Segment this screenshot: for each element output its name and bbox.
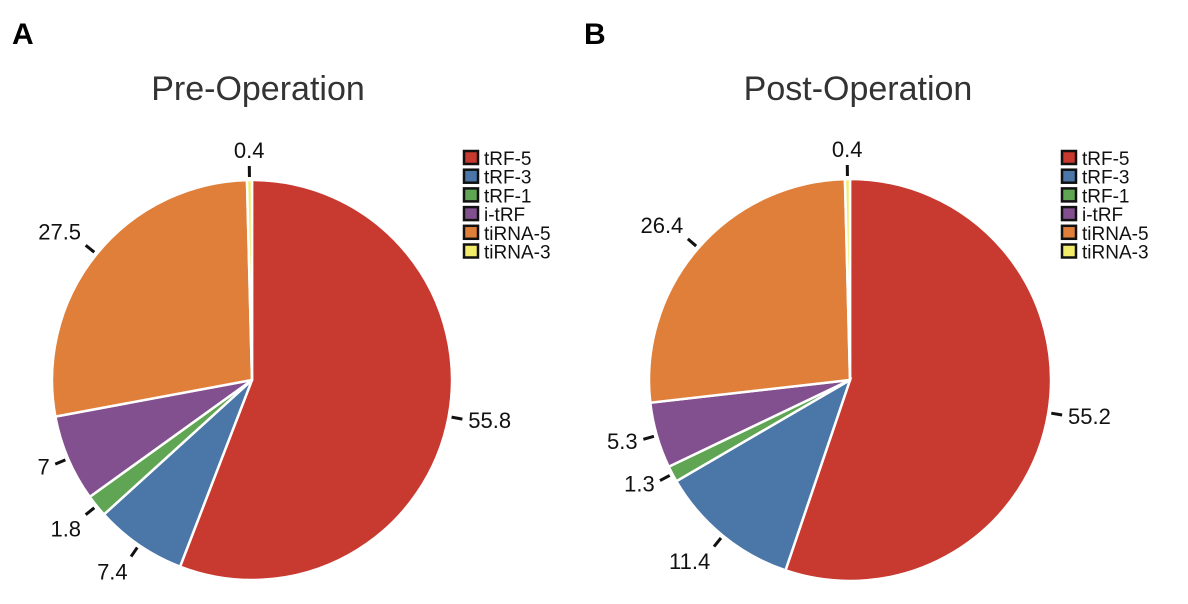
legend-swatch [1060,187,1078,203]
legend-label: i-tRF [1082,205,1123,226]
data-label: 55.8 [468,408,511,433]
data-label: 0.4 [234,138,265,163]
chart-title: Pre-Operation [151,70,365,108]
leader-line [659,474,671,482]
legend-label: tRF-5 [1082,149,1130,170]
legend-swatch [462,168,480,184]
legend-label: tRF-3 [1082,168,1130,189]
legend-swatch [1060,243,1078,259]
legend-swatch [462,187,480,203]
slice-tiRNA-5 [647,177,852,405]
data-label: 11.4 [669,549,710,574]
leader-line [84,506,96,516]
legend-label: i-tRF [484,205,525,226]
data-label: 26.4 [640,213,683,238]
legend-label: tiRNA-5 [1082,224,1149,245]
legend-label: tiRNA-3 [484,243,551,264]
slice-tRF-5 [783,177,1053,583]
data-label: 7 [37,455,49,480]
legend-label: tRF-1 [484,186,532,207]
slice-tiRNA-3 [245,178,254,381]
legend-swatch [1060,168,1078,184]
leader-line [642,434,655,441]
data-label: 1.8 [50,516,81,541]
legend-swatch [462,224,480,241]
data-label: 7.4 [97,559,128,584]
chart-title: Post-Operation [744,70,973,108]
legend-swatch [462,149,480,166]
legend-label: tRF-3 [484,168,532,189]
legend-label: tiRNA-5 [484,224,551,245]
leader-line [84,244,96,254]
legend-label: tRF-1 [1082,186,1130,207]
data-label: 0.4 [832,137,863,162]
legend-swatch [462,205,480,222]
legend-swatch [462,243,480,259]
slice-tRF-3 [674,377,853,572]
leader-line [129,546,139,558]
legend-label: tRF-5 [484,149,532,170]
pie-B: B Post-Operation 55.2 11.4 1.3 5.3 26.4 0.4 tRF-… [584,18,1149,583]
data-label: 5.3 [607,429,638,454]
legend-label: tiRNA-3 [1082,243,1149,264]
slice-tiRNA-3 [843,177,852,381]
slice-tRF-5 [178,178,454,582]
leader-line [54,458,66,466]
slice-tiRNA-5 [50,178,254,419]
panel-label: A [12,18,34,51]
leader-line [451,415,463,421]
leader-line [1051,411,1063,417]
leader-line [686,237,698,248]
data-label: 27.5 [38,220,81,245]
legend-swatch [1060,205,1078,222]
legend-swatch [1060,224,1078,241]
data-label: 55.2 [1068,404,1111,429]
leader-line [712,537,723,548]
data-label: 1.3 [624,471,655,496]
panel-label: B [584,18,606,51]
legend-swatch [1060,149,1078,166]
